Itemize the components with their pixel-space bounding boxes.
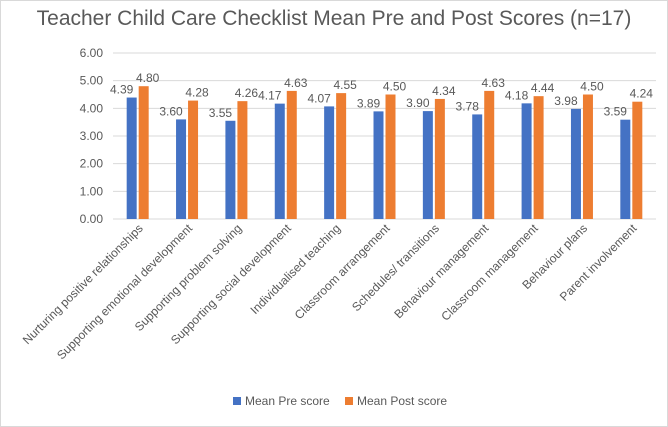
pre-score-data-label: 4.18 bbox=[505, 88, 529, 102]
post-score-data-label: 4.55 bbox=[333, 78, 357, 92]
y-tick-label: 0.00 bbox=[80, 212, 104, 226]
pre-score-data-label: 3.98 bbox=[554, 94, 578, 108]
post-score-bar bbox=[336, 93, 347, 219]
post-score-bar bbox=[434, 98, 445, 219]
category-label: Classroom arrangement bbox=[292, 221, 393, 322]
legend-post-swatch bbox=[345, 397, 353, 405]
pre-score-data-label: 4.17 bbox=[258, 89, 282, 103]
post-score-data-label: 4.44 bbox=[531, 81, 555, 95]
pre-score-bar bbox=[472, 114, 483, 219]
category-label: Behaviour management bbox=[391, 221, 491, 321]
post-score-data-label: 4.80 bbox=[136, 71, 160, 85]
pre-score-bar bbox=[570, 108, 581, 219]
pre-score-data-label: 4.07 bbox=[307, 91, 331, 105]
pre-score-bar bbox=[274, 103, 285, 219]
legend-post-label: Mean Post score bbox=[357, 394, 447, 408]
post-score-data-label: 4.50 bbox=[383, 80, 407, 94]
category-label: Schedules/ transitions bbox=[349, 221, 442, 314]
post-score-data-label: 4.26 bbox=[235, 86, 259, 100]
pre-score-data-label: 3.90 bbox=[406, 96, 430, 110]
post-score-data-label: 4.24 bbox=[630, 87, 654, 101]
y-tick-label: 6.00 bbox=[80, 46, 104, 60]
pre-score-data-label: 3.59 bbox=[604, 105, 628, 119]
pre-score-data-label: 3.89 bbox=[357, 96, 381, 110]
y-tick-label: 5.00 bbox=[80, 74, 104, 88]
post-score-bar bbox=[286, 90, 297, 219]
pre-score-data-label: 4.39 bbox=[110, 83, 134, 97]
post-score-bar bbox=[188, 100, 199, 219]
pre-score-data-label: 3.60 bbox=[159, 104, 183, 118]
pre-score-bar bbox=[225, 120, 236, 219]
pre-score-bar bbox=[176, 119, 187, 219]
post-score-bar bbox=[582, 94, 593, 219]
pre-score-bar bbox=[126, 97, 137, 219]
category-label: Classroom management bbox=[438, 221, 541, 324]
pre-score-bar bbox=[620, 119, 631, 219]
y-tick-label: 1.00 bbox=[80, 184, 104, 198]
post-score-bar bbox=[632, 101, 643, 219]
post-score-data-label: 4.50 bbox=[580, 80, 604, 94]
post-score-bar bbox=[237, 101, 248, 219]
pre-score-data-label: 3.55 bbox=[209, 106, 233, 120]
y-tick-label: 4.00 bbox=[80, 101, 104, 115]
pre-score-bar bbox=[324, 106, 335, 219]
post-score-bar bbox=[533, 96, 544, 219]
pre-score-bar bbox=[373, 111, 384, 219]
y-tick-label: 2.00 bbox=[80, 157, 104, 171]
pre-score-bar bbox=[422, 111, 433, 219]
post-score-bar bbox=[484, 90, 495, 219]
post-score-bar bbox=[385, 94, 396, 219]
pre-score-bar bbox=[521, 103, 532, 219]
legend-pre-swatch bbox=[233, 397, 241, 405]
post-score-data-label: 4.34 bbox=[432, 84, 456, 98]
post-score-data-label: 4.63 bbox=[482, 76, 506, 90]
legend-pre-label: Mean Pre score bbox=[245, 394, 330, 408]
post-score-data-label: 4.28 bbox=[185, 86, 209, 100]
post-score-data-label: 4.63 bbox=[284, 76, 308, 90]
pre-score-data-label: 3.78 bbox=[456, 99, 480, 113]
y-tick-label: 3.00 bbox=[80, 129, 104, 143]
chart-title: Teacher Child Care Checklist Mean Pre an… bbox=[36, 7, 632, 30]
post-score-bar bbox=[138, 86, 149, 219]
category-label: Individualised teaching bbox=[247, 221, 343, 317]
